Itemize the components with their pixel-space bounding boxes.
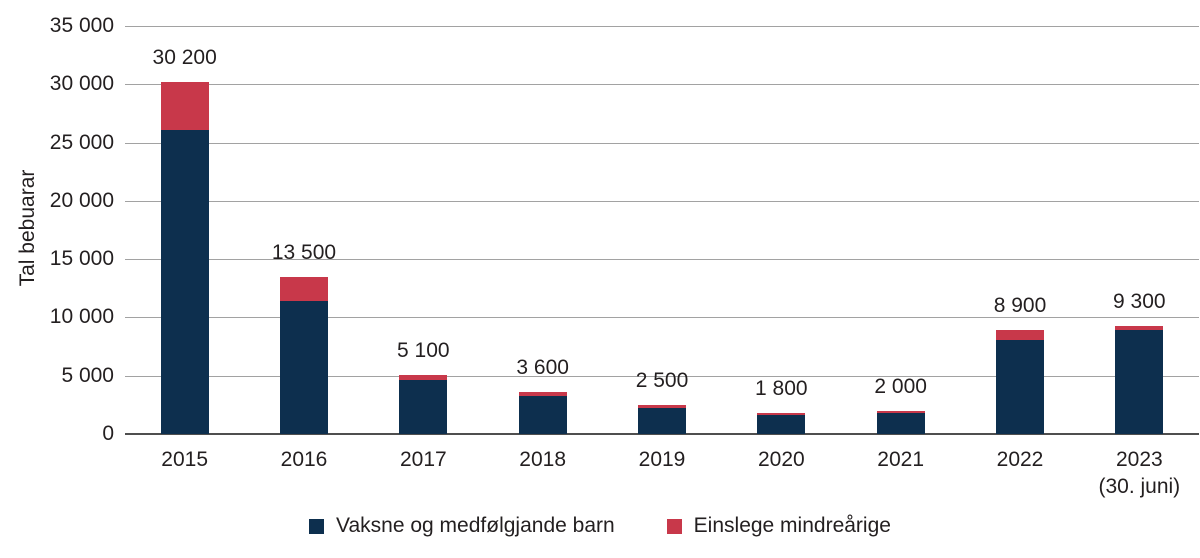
- bar-segment-adults-2023: [1115, 330, 1164, 434]
- bar-segment-adults-2016: [279, 301, 328, 434]
- bar-segment-minors-2020: [757, 413, 806, 416]
- legend-swatch-minors: [666, 518, 682, 534]
- bar-segment-adults-2020: [757, 415, 806, 434]
- bar-segment-minors-2023: [1115, 325, 1164, 331]
- y-tick-label: 5 000: [61, 363, 114, 387]
- gridline: [125, 84, 1199, 86]
- x-label-2019: 2019: [592, 446, 732, 473]
- x-label-line: 2018: [519, 448, 567, 471]
- gridline: [125, 259, 1199, 261]
- bar-segment-minors-2019: [637, 404, 686, 409]
- x-label-2023: 2023 (30. juni): [1069, 446, 1200, 500]
- bar-segment-adults-2022: [995, 339, 1044, 434]
- bar-total-label-2019: 2 500: [635, 368, 689, 392]
- bar-group-2016: 13 500: [244, 26, 363, 434]
- bar-segment-minors-2021: [876, 410, 925, 413]
- y-tick-label: 35 000: [49, 14, 114, 37]
- x-label-line: 2015: [161, 448, 209, 471]
- x-label-line: 2020: [757, 448, 805, 471]
- bar-total-label-2017: 5 100: [397, 338, 450, 362]
- bar-total-label-2020: 1 800: [755, 377, 808, 400]
- x-axis-line: [125, 433, 1199, 435]
- bar-total-label-2015: 30 200: [152, 46, 217, 69]
- bar-segment-adults-2019: [637, 408, 686, 434]
- x-label-line: (30. juni): [1098, 475, 1181, 498]
- bar-total-label-2023: 9 300: [1113, 289, 1166, 313]
- bar-segment-minors-2022: [995, 330, 1044, 340]
- gridline: [125, 317, 1199, 319]
- bar-group-2022: 8 900: [960, 26, 1079, 434]
- bar-total-label-2021: 2 000: [874, 374, 927, 398]
- bar-segment-minors-2016: [279, 276, 328, 302]
- y-tick-label: 10 000: [49, 305, 114, 329]
- x-label-line: 2021: [877, 448, 925, 471]
- legend-swatch-adults: [309, 518, 325, 534]
- bar-group-2017: 5 100: [364, 26, 483, 434]
- bar-group-2019: 2 500: [602, 26, 721, 434]
- x-label-2015: 2015: [115, 446, 255, 473]
- x-label-line: 2022: [996, 448, 1044, 471]
- bar-segment-adults-2017: [399, 380, 448, 434]
- bar-total-label-2018: 3 600: [516, 356, 569, 379]
- x-label-line: 2019: [638, 448, 686, 471]
- bar-segment-adults-2021: [876, 413, 925, 434]
- legend-label-adults: Vaksne og medfølgjande barn: [336, 514, 615, 537]
- x-label-2021: 2021: [831, 446, 971, 473]
- bar-segment-minors-2017: [399, 374, 448, 381]
- x-label-line: 2023: [1115, 448, 1163, 471]
- y-tick-label: 25 000: [49, 130, 114, 154]
- bar-segment-minors-2018: [518, 392, 567, 396]
- bar-segment-minors-2015: [160, 81, 209, 130]
- bar-group-2018: 3 600: [483, 26, 602, 434]
- bar-group-2015: 30 200: [125, 26, 244, 434]
- y-tick-label: 20 000: [49, 188, 114, 212]
- legend: Vaksne og medfølgjande barn Einslege min…: [0, 514, 1200, 538]
- x-label-2022: 2022: [950, 446, 1090, 473]
- y-axis-tick-labels: 35 000 30 000 25 000 20 000 15 000 10 000 5 00…: [0, 15, 114, 445]
- gridline: [125, 375, 1199, 377]
- x-label-line: 2016: [280, 448, 328, 471]
- x-label-2020: 2020: [711, 446, 851, 473]
- bar-total-label-2022: 8 900: [993, 294, 1047, 318]
- bar-group-2023: 9 300: [1080, 26, 1199, 434]
- y-tick-label: 30 000: [49, 72, 114, 96]
- legend-label-minors: Einslege mindreårige: [693, 514, 891, 537]
- x-label-2018: 2018: [473, 446, 613, 473]
- gridline: [125, 200, 1199, 202]
- x-label-2017: 2017: [353, 446, 493, 473]
- plot-area: 30 200 13 500 5 100 3 600 2 500 1 800 2 000 8 9…: [125, 26, 1199, 435]
- x-label-2016: 2016: [234, 446, 374, 473]
- legend-item-adults: Vaksne og medfølgjande barn: [309, 514, 615, 538]
- bar-group-2020: 1 800: [722, 26, 841, 434]
- y-tick-label: 15 000: [49, 247, 114, 271]
- gridline: [125, 26, 1199, 27]
- x-axis-labels: 2015 2016 2017 2018 2019 2020 2021 2022 2023 (30.…: [125, 446, 1199, 502]
- bar-segment-adults-2015: [160, 129, 209, 434]
- legend-item-minors: Einslege mindreårige: [666, 514, 891, 538]
- gridline: [125, 142, 1199, 144]
- bar-total-label-2016: 13 500: [271, 240, 337, 264]
- bar-segment-adults-2018: [518, 395, 567, 434]
- x-label-line: 2017: [399, 448, 447, 471]
- y-tick-label: 0: [102, 422, 114, 445]
- bar-group-2021: 2 000: [841, 26, 960, 434]
